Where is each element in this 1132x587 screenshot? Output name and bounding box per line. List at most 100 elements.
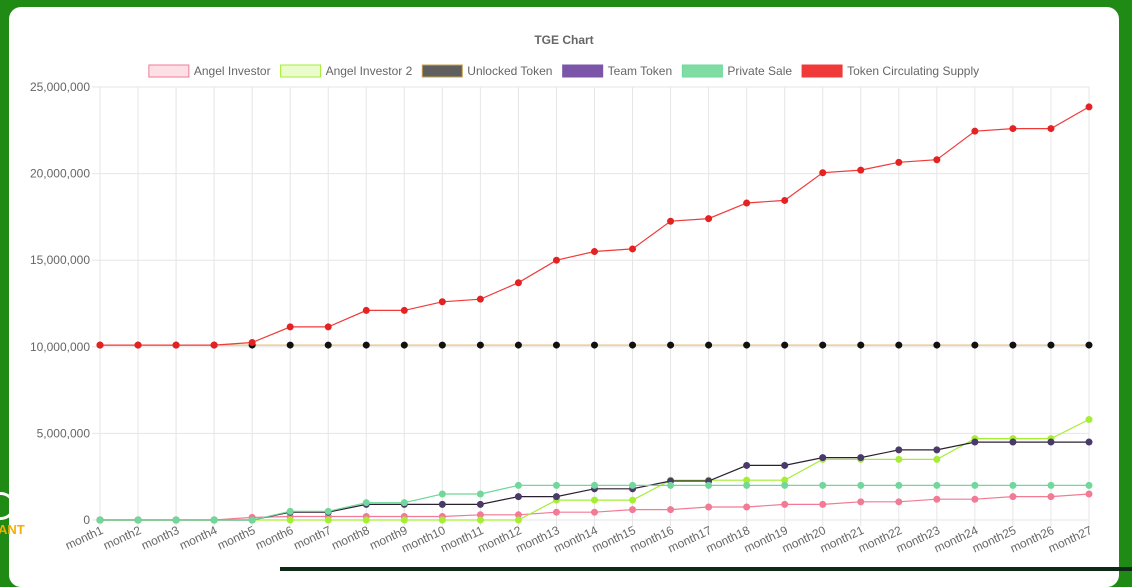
data-point[interactable] [286, 516, 294, 524]
data-point[interactable] [476, 341, 484, 349]
data-point[interactable] [134, 341, 142, 349]
data-point[interactable] [324, 323, 332, 331]
data-point[interactable] [438, 490, 446, 498]
data-point[interactable] [172, 341, 180, 349]
data-point[interactable] [591, 341, 598, 349]
data-point[interactable] [667, 481, 675, 489]
data-point[interactable] [324, 507, 332, 515]
data-point[interactable] [743, 199, 751, 207]
data-point[interactable] [438, 341, 446, 349]
chart-legend[interactable]: Angel Investor Angel Investor 2 Unlocked T… [148, 64, 979, 78]
data-point[interactable] [629, 341, 637, 349]
data-point[interactable] [1085, 341, 1093, 349]
data-point[interactable] [476, 490, 484, 498]
data-point[interactable] [1047, 341, 1055, 349]
data-point[interactable] [895, 446, 903, 454]
data-point[interactable] [362, 516, 370, 524]
data-point[interactable] [552, 256, 560, 264]
data-point[interactable] [591, 248, 598, 256]
data-point[interactable] [667, 341, 675, 349]
data-point[interactable] [514, 516, 522, 524]
data-point[interactable] [514, 341, 522, 349]
data-point[interactable] [324, 341, 332, 349]
data-point[interactable] [96, 341, 104, 349]
data-point[interactable] [629, 496, 637, 504]
data-point[interactable] [400, 499, 408, 507]
legend-item[interactable]: Angel Investor [148, 64, 271, 78]
data-point[interactable] [476, 500, 484, 508]
data-point[interactable] [933, 446, 941, 454]
data-point[interactable] [286, 323, 294, 331]
data-point[interactable] [96, 516, 104, 524]
data-point[interactable] [743, 461, 751, 469]
data-point[interactable] [819, 500, 827, 508]
data-point[interactable] [552, 341, 560, 349]
data-point[interactable] [629, 481, 637, 489]
data-point[interactable] [134, 516, 142, 524]
data-point[interactable] [895, 158, 903, 166]
data-point[interactable] [286, 507, 294, 515]
data-point[interactable] [1085, 438, 1093, 446]
data-point[interactable] [705, 503, 713, 511]
data-point[interactable] [552, 508, 560, 516]
data-point[interactable] [895, 498, 903, 506]
data-point[interactable] [705, 341, 713, 349]
legend-item[interactable]: Token Circulating Supply [801, 64, 979, 78]
data-point[interactable] [743, 503, 751, 511]
data-point[interactable] [629, 506, 637, 514]
legend-item[interactable]: Unlocked Token [421, 64, 552, 78]
data-point[interactable] [400, 341, 408, 349]
data-point[interactable] [667, 506, 675, 514]
data-point[interactable] [210, 341, 218, 349]
data-point[interactable] [362, 306, 370, 314]
data-point[interactable] [857, 166, 865, 174]
data-point[interactable] [971, 341, 979, 349]
data-point[interactable] [324, 516, 332, 524]
data-point[interactable] [400, 306, 408, 314]
data-point[interactable] [857, 454, 865, 462]
data-point[interactable] [1009, 481, 1017, 489]
data-point[interactable] [1047, 493, 1055, 501]
data-point[interactable] [438, 516, 446, 524]
data-point[interactable] [743, 481, 751, 489]
data-point[interactable] [819, 341, 827, 349]
data-point[interactable] [248, 338, 256, 346]
data-point[interactable] [933, 156, 941, 164]
data-point[interactable] [667, 217, 675, 225]
data-point[interactable] [1047, 438, 1055, 446]
data-point[interactable] [1047, 481, 1055, 489]
data-point[interactable] [933, 495, 941, 503]
data-point[interactable] [362, 499, 370, 507]
data-point[interactable] [438, 500, 446, 508]
data-point[interactable] [1085, 481, 1093, 489]
data-point[interactable] [210, 516, 218, 524]
data-point[interactable] [705, 215, 713, 223]
data-point[interactable] [1009, 125, 1017, 133]
data-point[interactable] [286, 341, 294, 349]
data-point[interactable] [819, 454, 827, 462]
data-point[interactable] [857, 481, 865, 489]
data-point[interactable] [743, 341, 751, 349]
data-point[interactable] [1085, 416, 1093, 424]
data-point[interactable] [552, 481, 560, 489]
data-point[interactable] [476, 516, 484, 524]
data-point[interactable] [819, 481, 827, 489]
data-point[interactable] [781, 196, 789, 204]
data-point[interactable] [629, 245, 637, 253]
legend-item[interactable]: Private Sale [681, 64, 792, 78]
data-point[interactable] [971, 127, 979, 135]
data-point[interactable] [857, 341, 865, 349]
data-point[interactable] [514, 481, 522, 489]
data-point[interactable] [172, 516, 180, 524]
data-point[interactable] [933, 481, 941, 489]
data-point[interactable] [781, 461, 789, 469]
data-point[interactable] [933, 341, 941, 349]
data-point[interactable] [781, 481, 789, 489]
data-point[interactable] [819, 169, 827, 177]
data-point[interactable] [895, 341, 903, 349]
data-point[interactable] [248, 516, 256, 524]
data-point[interactable] [971, 481, 979, 489]
data-point[interactable] [971, 495, 979, 503]
data-point[interactable] [895, 481, 903, 489]
data-point[interactable] [781, 341, 789, 349]
